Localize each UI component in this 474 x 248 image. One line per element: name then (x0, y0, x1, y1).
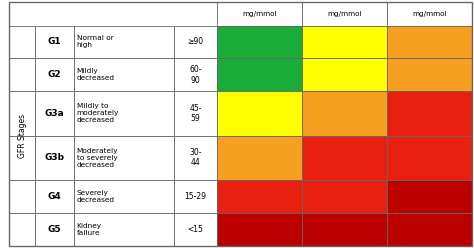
Bar (387, 2, 472, 26)
Bar (9, 136, 35, 180)
Bar (387, 180, 472, 213)
Bar (218, 2, 302, 26)
Bar (35, 58, 74, 91)
Bar (387, 58, 472, 91)
Bar (9, 58, 35, 91)
Text: G3a: G3a (45, 109, 64, 118)
Bar (9, 213, 35, 246)
Bar (74, 213, 173, 246)
Text: mg/mmol: mg/mmol (412, 11, 447, 17)
Bar (74, 180, 173, 213)
Bar (387, 136, 472, 180)
Text: Normal or
high: Normal or high (76, 35, 113, 48)
Bar (173, 213, 218, 246)
Text: G2: G2 (48, 70, 61, 79)
Bar (9, 180, 35, 213)
Text: 60-
90: 60- 90 (189, 65, 202, 85)
Text: GFR Stages: GFR Stages (18, 114, 27, 158)
Bar (218, 136, 302, 180)
Text: <15: <15 (188, 225, 203, 234)
Bar (74, 26, 173, 58)
Bar (387, 91, 472, 136)
Bar (173, 58, 218, 91)
Bar (74, 136, 173, 180)
Bar (218, 180, 302, 213)
Text: G3b: G3b (45, 153, 64, 162)
Text: mg/mmol: mg/mmol (327, 11, 362, 17)
Text: Moderately
to severely
decreased: Moderately to severely decreased (76, 148, 118, 168)
Text: G4: G4 (48, 192, 62, 201)
Text: G5: G5 (48, 225, 61, 234)
Bar (218, 26, 302, 58)
Text: Kidney
failure: Kidney failure (76, 223, 102, 236)
Bar (302, 2, 387, 26)
Text: Severely
decreased: Severely decreased (76, 190, 115, 203)
Bar (387, 26, 472, 58)
Bar (35, 180, 74, 213)
Bar (9, 26, 35, 58)
Text: 15-29: 15-29 (184, 192, 207, 201)
Bar (218, 213, 302, 246)
Bar (302, 91, 387, 136)
Text: ≥90: ≥90 (187, 37, 203, 46)
Text: mg/mmol: mg/mmol (243, 11, 277, 17)
Bar (173, 136, 218, 180)
Bar (302, 58, 387, 91)
Bar (74, 58, 173, 91)
Bar (218, 58, 302, 91)
Bar (35, 136, 74, 180)
Text: Mildly
decreased: Mildly decreased (76, 68, 115, 81)
Bar (35, 213, 74, 246)
Bar (302, 180, 387, 213)
Bar (35, 26, 74, 58)
Bar (302, 136, 387, 180)
Bar (35, 91, 74, 136)
Bar (387, 213, 472, 246)
Bar (302, 26, 387, 58)
Bar (302, 213, 387, 246)
Bar (173, 26, 218, 58)
Bar (173, 180, 218, 213)
Text: G1: G1 (48, 37, 61, 46)
Bar (218, 91, 302, 136)
Text: 30-
44: 30- 44 (189, 148, 202, 167)
Bar (173, 91, 218, 136)
Text: Mildly to
moderately
decreased: Mildly to moderately decreased (76, 103, 119, 124)
Text: 45-
59: 45- 59 (189, 104, 202, 123)
Bar (74, 91, 173, 136)
Bar (9, 91, 35, 136)
